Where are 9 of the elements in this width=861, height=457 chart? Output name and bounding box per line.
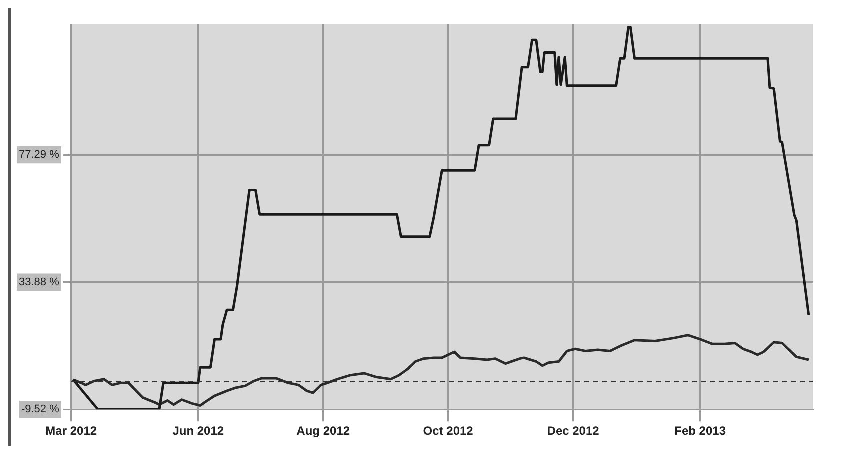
x-tick-label: Aug 2012 bbox=[296, 424, 350, 438]
y-tick-label: 77.29 % bbox=[18, 149, 60, 162]
y-tick-label: -9.52 % bbox=[21, 404, 60, 416]
x-tick-label: Mar 2012 bbox=[46, 424, 98, 438]
x-tick-label: Oct 2012 bbox=[423, 424, 474, 438]
x-tick-label: Feb 2013 bbox=[674, 424, 726, 438]
y-tick-label: 33.88 % bbox=[18, 276, 60, 288]
x-tick-label: Jun 2012 bbox=[172, 424, 224, 438]
x-tick-label: Dec 2012 bbox=[547, 424, 600, 438]
